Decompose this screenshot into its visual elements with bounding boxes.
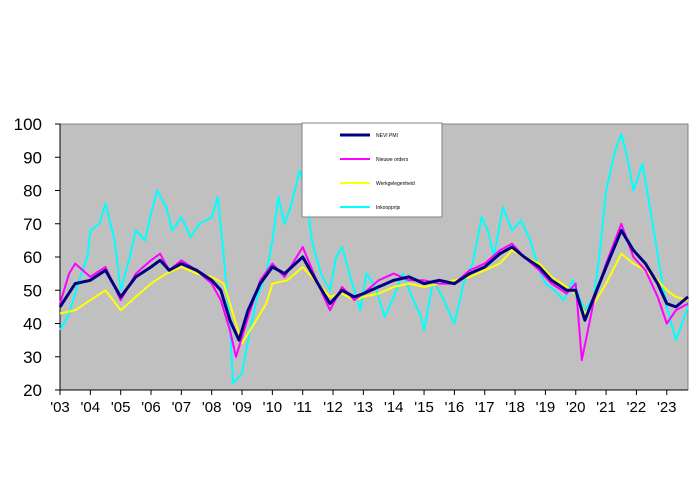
legend-label: Werkgelegenheid [376, 181, 415, 187]
x-axis: '03 '04 '05 '06 '07 '08 '09 '10 '11 '12 '13 '14 '15 '… [50, 389, 688, 416]
x-tick-label: '23 [657, 399, 677, 416]
x-tick-label: '06 [141, 399, 161, 416]
x-tick-label: '03 [50, 399, 70, 416]
x-tick-label: '04 [81, 399, 101, 416]
x-tick-label: '09 [232, 399, 252, 416]
x-tick-label: '21 [596, 399, 616, 416]
y-tick-label: 30 [23, 348, 42, 367]
series-layer [58, 133, 689, 385]
x-tick-label: '07 [172, 399, 192, 416]
x-tick-label: '11 [293, 399, 311, 416]
x-tick-label: '13 [354, 399, 374, 416]
x-tick-label: '15 [414, 399, 434, 416]
series-line-3 [59, 133, 689, 385]
x-tick-label: '16 [445, 399, 465, 416]
legend: NEVI PMI Nieuwe orders Werkgelegenheid Inko… [301, 122, 443, 218]
y-tick-label: 50 [23, 281, 42, 300]
y-axis: 20 30 40 50 60 70 80 90 100 [14, 115, 61, 400]
x-tick-label: '19 [536, 399, 556, 416]
y-tick-label: 70 [23, 215, 42, 234]
y-tick-label: 80 [23, 182, 42, 201]
x-tick-label: '05 [111, 399, 131, 416]
x-tick-label: '08 [202, 399, 222, 416]
x-tick-label: '12 [323, 399, 343, 416]
y-tick-label: 100 [14, 115, 42, 134]
x-tick-label: '10 [263, 399, 283, 416]
y-tick-label: 20 [23, 381, 42, 400]
y-tick-label: 90 [23, 148, 42, 167]
x-tick-label: '17 [475, 399, 495, 416]
x-tick-label: '14 [384, 399, 404, 416]
legend-label: Inkoopprijs [376, 205, 401, 211]
series-line-0 [58, 228, 689, 342]
legend-label: Nieuwe orders [376, 157, 409, 163]
x-tick-label: '18 [505, 399, 525, 416]
legend-label: NEVI PMI [376, 133, 398, 139]
y-tick-label: 60 [23, 248, 42, 267]
x-tick-label: '22 [627, 399, 647, 416]
y-tick-label: 40 [23, 315, 42, 334]
legend-box [301, 122, 443, 218]
x-tick-label: '20 [566, 399, 586, 416]
